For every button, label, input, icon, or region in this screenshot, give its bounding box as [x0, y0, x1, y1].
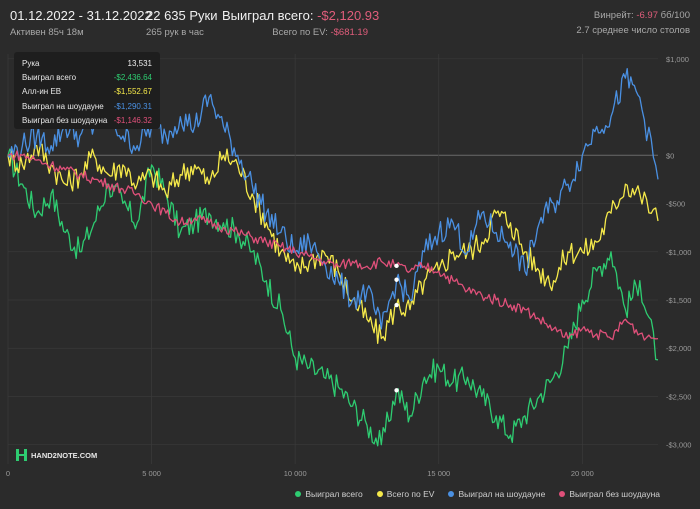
- ev-value: -$681.19: [330, 27, 368, 38]
- x-tick-label: 0: [6, 469, 10, 478]
- winrate-block: Винрейт: -6.97 бб/100 2.7 среднее число …: [576, 8, 690, 36]
- active-time: Активен 85ч 18м: [10, 27, 84, 38]
- legend-item-nonshowdown[interactable]: Выиграл без шоудауна: [559, 489, 660, 499]
- tooltip-row-won: Выиграл всего -$2,436.64: [22, 70, 152, 84]
- won-label: Выиграл всего:: [222, 8, 314, 23]
- tooltip-value: -$1,146.32: [113, 116, 152, 126]
- x-tick-label: 20 000: [571, 469, 594, 478]
- tooltip-label: Выиграл на шоудауне: [22, 101, 104, 111]
- y-tick-label: $1,000: [666, 55, 689, 64]
- series-line-ev: [7, 143, 659, 344]
- hover-marker: [394, 302, 399, 308]
- hands-rate: 265 рук в час: [146, 27, 204, 38]
- hover-marker: [394, 388, 399, 393]
- winrate-value: -6.97: [636, 10, 658, 21]
- tooltip-value: -$1,290.31: [113, 101, 152, 111]
- legend-item-won[interactable]: Выиграл всего: [295, 489, 363, 499]
- legend-label: Всего по EV: [386, 489, 435, 499]
- hover-marker: [394, 277, 399, 282]
- tooltip-row-hand: Рука 13,531: [22, 56, 152, 70]
- legend-dot: [295, 491, 302, 497]
- legend-dot: [448, 491, 455, 497]
- y-tick-label: $0: [666, 151, 674, 160]
- hands-block: 22 635 Руки 265 рук в час: [146, 8, 218, 38]
- legend-label: Выиграл на шоудауне: [458, 489, 546, 499]
- tables-average: 2.7 среднее число столов: [576, 25, 690, 36]
- y-tick-label: -$2,500: [666, 392, 691, 401]
- tooltip-label: Рука: [22, 58, 40, 68]
- legend-item-ev[interactable]: Всего по EV: [376, 489, 435, 499]
- tooltip-value: -$1,552.67: [113, 87, 152, 97]
- tooltip-value: 13,531: [127, 58, 152, 68]
- legend-dot: [559, 491, 566, 497]
- hover-tooltip: Рука 13,531 Выиграл всего -$2,436.64 Алл…: [14, 52, 160, 129]
- winrate-unit: бб/100: [660, 10, 690, 21]
- x-tick-label: 15 000: [427, 469, 450, 478]
- won-value: -$2,120.93: [317, 8, 380, 23]
- hands-count: 22 635 Руки: [146, 8, 218, 23]
- legend-dot: [376, 491, 383, 497]
- y-tick-label: -$500: [666, 200, 685, 209]
- winrate-label: Винрейт:: [593, 10, 634, 21]
- logo-icon: [16, 449, 27, 461]
- x-tick-label: 10 000: [284, 469, 307, 478]
- series-line-nonshowdown: [7, 150, 659, 341]
- hover-marker: [394, 263, 399, 269]
- chart-svg[interactable]: $1,000 $0 -$500 -$1,000 -$1,500 -$2,000 -$2,50…: [0, 46, 700, 486]
- won-block: Выиграл всего: -$2,120.93 Всего по EV: -…: [222, 8, 379, 38]
- chart-legend: Выиграл всего Всего по EV Выиграл на шоу…: [295, 489, 660, 499]
- hand2note-logo: HAND2NOTE.COM: [16, 449, 97, 461]
- tooltip-row-nonshowdown: Выиграл без шоудауна -$1,146.32: [22, 114, 152, 128]
- tooltip-label: Алл-ин ЕВ: [22, 87, 62, 97]
- y-tick-label: -$3,000: [666, 441, 691, 450]
- legend-label: Выиграл всего: [305, 489, 363, 499]
- tooltip-row-allin-ev: Алл-ин ЕВ -$1,552.67: [22, 85, 152, 99]
- x-tick-label: 5 000: [142, 469, 161, 478]
- tooltip-label: Выиграл всего: [22, 73, 77, 83]
- tooltip-row-showdown: Выиграл на шоудауне -$1,290.31: [22, 99, 152, 113]
- date-block: 01.12.2022 - 31.12.2022 Активен 85ч 18м: [10, 8, 152, 38]
- logo-text: HAND2NOTE.COM: [31, 450, 98, 460]
- stats-header: 01.12.2022 - 31.12.2022 Активен 85ч 18м …: [10, 8, 690, 42]
- y-tick-label: -$1,000: [666, 248, 691, 257]
- ev-label: Всего по EV:: [272, 27, 328, 38]
- y-tick-label: -$1,500: [666, 296, 691, 305]
- legend-item-showdown[interactable]: Выиграл на шоудауне: [448, 489, 545, 499]
- tooltip-label: Выиграл без шоудауна: [22, 116, 108, 126]
- tooltip-value: -$2,436.64: [113, 73, 152, 83]
- legend-label: Выиграл без шоудауна: [569, 489, 660, 499]
- date-range: 01.12.2022 - 31.12.2022: [10, 8, 152, 23]
- y-tick-label: -$2,000: [666, 344, 691, 353]
- series-line-showdown: [7, 67, 659, 330]
